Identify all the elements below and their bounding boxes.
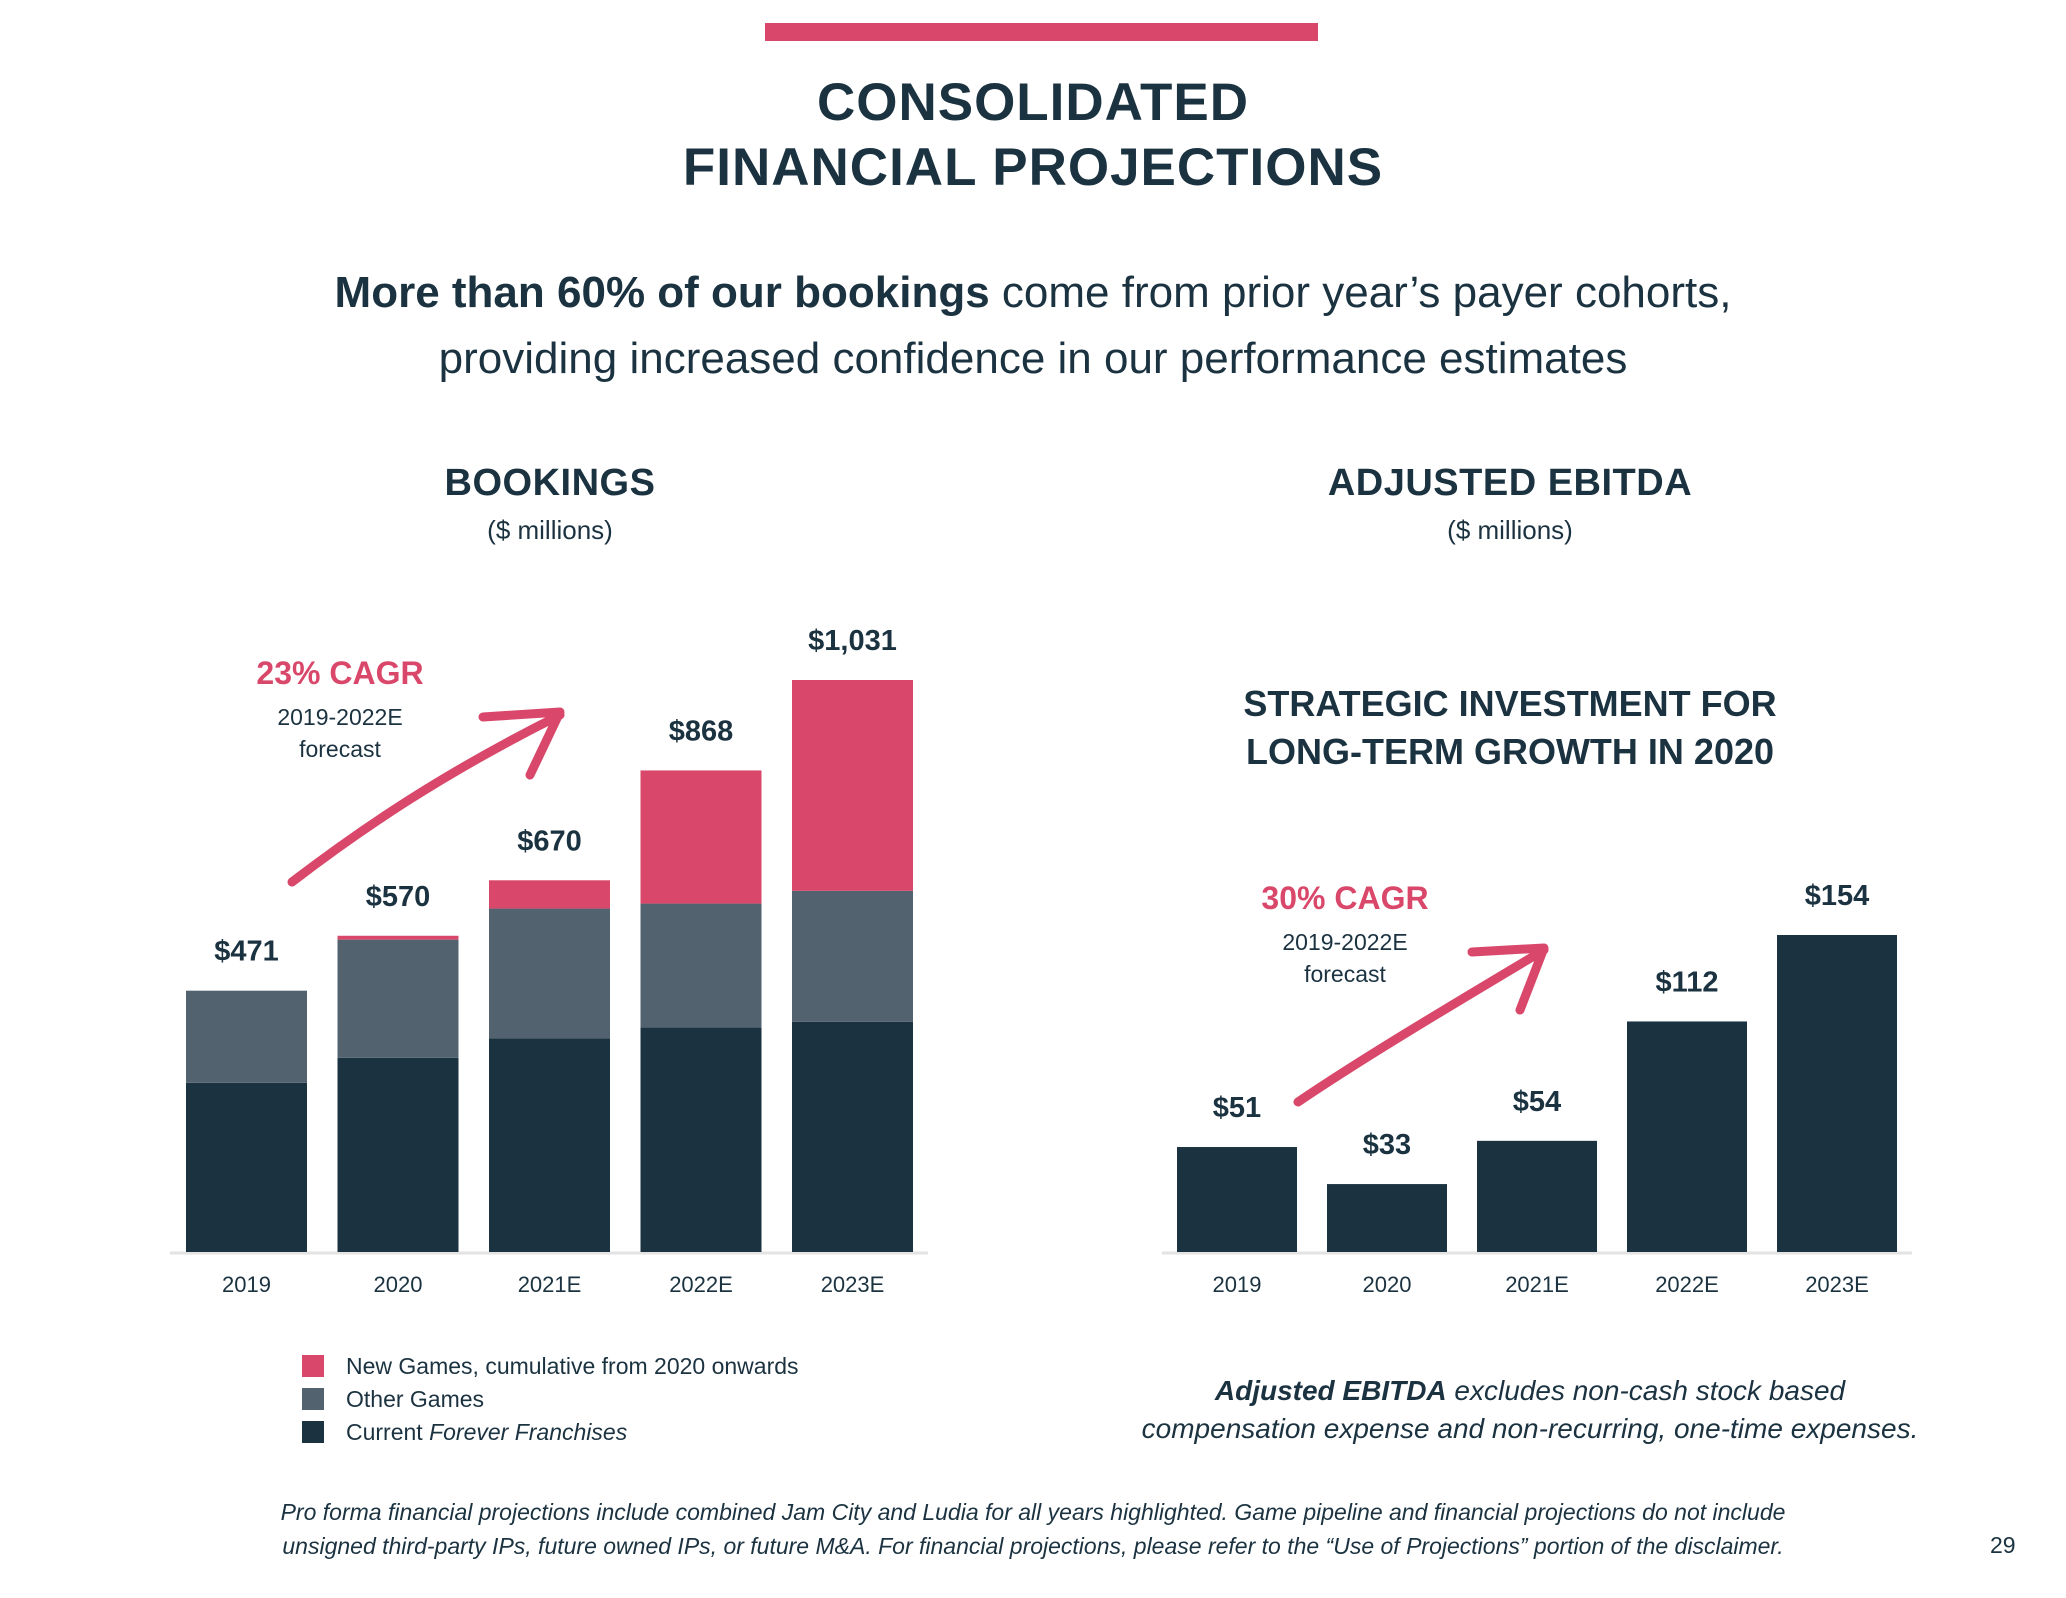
bar-current-forever-franchises-2022e	[640, 1027, 762, 1252]
ebitda-trend-arrow	[1293, 943, 1549, 1107]
ebitda-note-rest: excludes non-cash stock based	[1446, 1375, 1846, 1406]
legend-label-forever-franchises: Current	[346, 1418, 430, 1445]
headline-line-1: More than 60% of our bookings come from …	[0, 260, 2066, 326]
ebitda-bar-2021e	[1477, 1140, 1597, 1252]
ebitda-cagr: 30% CAGR	[1261, 880, 1429, 916]
strategic-note: STRATEGIC INVESTMENT FOR LONG-TERM GROWT…	[1200, 680, 1820, 776]
bookings-tick-2021e: 2021E	[518, 1272, 582, 1297]
bookings-cagr-range: 2019-2022E	[277, 704, 403, 730]
ebitda-tick-2023e: 2023E	[1805, 1272, 1869, 1297]
bar-other-games-2023e	[792, 890, 913, 1022]
bar-other-games-2020	[337, 939, 459, 1058]
ebitda-unit: ($ millions)	[1447, 515, 1573, 545]
bar-other-games-2021e	[489, 908, 610, 1039]
legend-label-other-games: Other Games	[346, 1385, 485, 1412]
ebitda-bar-2022e	[1627, 1021, 1747, 1252]
bar-other-games-2019	[186, 990, 307, 1083]
ebitda-chart: $51 2019 $33 2020 $54 2021E $112 2022E $154 2023E	[1162, 880, 1912, 1297]
bookings-tick-2020: 2020	[374, 1272, 423, 1297]
bookings-total-label-2021e: $670	[517, 825, 582, 857]
ebitda-tick-2021e: 2021E	[1505, 1272, 1569, 1297]
ebitda-note: Adjusted EBITDA excludes non-cash stock …	[1080, 1372, 1980, 1448]
ebitda-note-line-1: Adjusted EBITDA excludes non-cash stock …	[1080, 1372, 1980, 1410]
bookings-total-label-2020: $570	[366, 881, 431, 913]
legend-swatch-forever-franchises	[302, 1421, 324, 1443]
legend-swatch-new-games	[302, 1355, 324, 1377]
bookings-total-label-2019: $471	[214, 936, 279, 968]
accent-bar	[765, 23, 1318, 41]
bar-current-forever-franchises-2023e	[792, 1021, 913, 1252]
page-title-line-1: CONSOLIDATED	[816, 73, 1250, 132]
page-title-line-2: FINANCIAL PROJECTIONS	[682, 138, 1384, 197]
bar-current-forever-franchises-2020	[337, 1057, 459, 1252]
bookings-tick-2019: 2019	[222, 1272, 271, 1297]
ebitda-cagr-range: 2019-2022E	[1282, 929, 1408, 955]
bookings-chart: $471 2019 $570 2020 $670 2021E $868 2022E $1,031…	[170, 625, 928, 1297]
ebitda-value-label-2022e: $112	[1656, 966, 1719, 998]
legend-swatch-other-games	[302, 1388, 324, 1410]
ebitda-title: ADJUSTED EBITDA	[1327, 462, 1693, 504]
bar-new-games-cumulative-from-2020-onwards-2020	[337, 935, 459, 940]
bar-other-games-2022e	[640, 903, 762, 1028]
bar-current-forever-franchises-2019	[186, 1082, 307, 1252]
ebitda-tick-2020: 2020	[1363, 1272, 1412, 1297]
bookings-unit: ($ millions)	[487, 515, 613, 545]
bar-new-games-cumulative-from-2020-onwards-2022e	[640, 770, 762, 904]
legend-item-forever-franchises: Current Forever Franchises	[302, 1416, 902, 1448]
ebitda-bar-2023e	[1777, 935, 1897, 1252]
page-number: 29	[1990, 1532, 2016, 1558]
legend-item-other-games: Other Games	[302, 1383, 902, 1415]
ebitda-note-bold: Adjusted EBITDA	[1214, 1375, 1447, 1406]
bookings-tick-2023e: 2023E	[821, 1272, 885, 1297]
bookings-cagr-note: forecast	[299, 736, 381, 762]
ebitda-tick-2019: 2019	[1213, 1272, 1262, 1297]
legend-item-new-games: New Games, cumulative from 2020 onwards	[302, 1350, 902, 1382]
ebitda-value-label-2021e: $54	[1513, 1086, 1561, 1118]
bookings-title: BOOKINGS	[444, 462, 656, 504]
ebitda-bar-2020	[1327, 1184, 1447, 1252]
ebitda-value-label-2019: $51	[1213, 1092, 1261, 1124]
bookings-total-label-2022e: $868	[669, 715, 734, 747]
headline: More than 60% of our bookings come from …	[0, 260, 2066, 392]
footnote-line-2: unsigned third-party IPs, future owned I…	[282, 1533, 1784, 1559]
bookings-cagr: 23% CAGR	[256, 655, 424, 691]
footnote: Pro forma financial projections include …	[0, 1495, 2066, 1563]
footnote-line-1: Pro forma financial projections include …	[280, 1499, 1786, 1525]
headline-bold: More than 60% of our bookings	[334, 268, 990, 317]
headline-line-2: providing increased confidence in our pe…	[438, 334, 1628, 383]
ebitda-tick-2022e: 2022E	[1655, 1272, 1719, 1297]
legend-label-new-games: New Games, cumulative from 2020 onwards	[346, 1352, 799, 1379]
strategic-line-2: LONG-TERM GROWTH IN 2020	[1245, 731, 1775, 772]
legend-label-forever-franchises-italic: Forever Franchises	[429, 1418, 628, 1445]
bookings-tick-2022e: 2022E	[669, 1272, 733, 1297]
ebitda-bar-2019	[1177, 1147, 1297, 1252]
ebitda-value-label-2023e: $154	[1805, 880, 1870, 912]
bookings-trend-arrow	[287, 707, 565, 887]
bar-new-games-cumulative-from-2020-onwards-2021e	[489, 880, 610, 909]
ebitda-note-line-2: compensation expense and non-recurring, …	[1141, 1413, 1919, 1444]
ebitda-value-label-2020: $33	[1363, 1129, 1411, 1161]
page-title: CONSOLIDATED FINANCIAL PROJECTIONS	[0, 70, 2066, 200]
bar-new-games-cumulative-from-2020-onwards-2023e	[792, 680, 913, 891]
headline-rest: come from prior year’s payer cohorts,	[989, 268, 1732, 317]
strategic-line-1: STRATEGIC INVESTMENT FOR	[1243, 683, 1777, 724]
bar-current-forever-franchises-2021e	[489, 1038, 610, 1252]
bookings-total-label-2023e: $1,031	[808, 625, 897, 657]
ebitda-cagr-note: forecast	[1304, 961, 1386, 987]
